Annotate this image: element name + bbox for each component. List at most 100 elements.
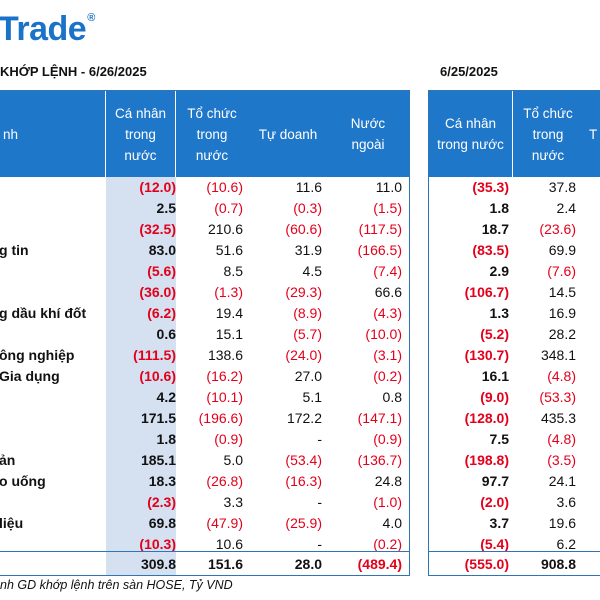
value-cell: (10.3) — [139, 536, 176, 552]
value-cell: (3.1) — [373, 347, 402, 363]
value-cell: (4.8) — [547, 368, 576, 384]
value-cell: (4.3) — [373, 305, 402, 321]
value-cell: - — [317, 494, 322, 510]
table-row: 2.9 (7.6) — [429, 261, 600, 282]
value-cell: 3.3 — [223, 494, 243, 510]
value-cell: (29.3) — [285, 284, 322, 300]
value-cell: 14.5 — [548, 284, 576, 300]
value-cell: (106.7) — [464, 284, 509, 300]
value-cell: - — [317, 536, 322, 552]
table-row: 97.7 24.1 — [429, 471, 600, 492]
value-cell: (5.4) — [480, 536, 509, 552]
table-row: (5.6) 8.5 4.5 (7.4) — [0, 261, 409, 282]
table-row: ông nghiệp (111.5) 138.6 (24.0) (3.1) — [0, 345, 409, 366]
value-cell: 2.9 — [489, 263, 509, 279]
table-row: 4.2 (10.1) 5.1 0.8 — [0, 387, 409, 408]
sector-label: g tin — [0, 242, 29, 258]
col-header-foreign: Nước ngoài — [350, 116, 386, 152]
table-row: (5.2) 28.2 — [429, 324, 600, 345]
value-cell: (32.5) — [139, 221, 176, 237]
company-logo: Trade® — [0, 10, 95, 48]
value-cell: (166.5) — [357, 242, 402, 258]
table-row: (128.0) 435.3 — [429, 408, 600, 429]
value-cell: 24.8 — [374, 473, 402, 489]
sector-label — [0, 219, 104, 240]
table-row: (35.3) 37.8 — [429, 177, 600, 198]
value-cell: (60.6) — [285, 221, 322, 237]
total-foreign: (489.4) — [357, 556, 402, 572]
value-cell: (24.0) — [285, 347, 322, 363]
value-cell: 2.5 — [156, 200, 176, 216]
sector-label — [0, 177, 104, 198]
table-row: (2.3) 3.3 - (1.0) — [0, 492, 409, 513]
value-cell: (10.1) — [206, 389, 243, 405]
value-cell: (5.6) — [147, 263, 176, 279]
table-row: 1.8 2.4 — [429, 198, 600, 219]
col-header-individual: Cá nhân trong nước — [106, 91, 176, 177]
value-cell: 11.0 — [375, 179, 402, 195]
total-individual: 309.8 — [140, 556, 176, 572]
sector-label: ản — [0, 452, 16, 468]
table-row: 171.5 (196.6) 172.2 (147.1) — [0, 408, 409, 429]
col-header-cut: T — [589, 126, 598, 142]
table-row: (2.0) 3.6 — [429, 492, 600, 513]
value-cell: (35.3) — [472, 179, 509, 195]
value-cell: 4.5 — [302, 263, 322, 279]
value-cell: 18.3 — [148, 473, 176, 489]
trading-table-left: nh Cá nhân trong nước Tổ chức trong nước… — [0, 90, 410, 576]
value-cell: (2.0) — [480, 494, 509, 510]
value-cell: 19.6 — [548, 515, 576, 531]
sector-label — [0, 429, 104, 450]
value-cell: 24.1 — [548, 473, 576, 489]
table-row: 1.8 (0.9) - (0.9) — [0, 429, 409, 450]
sector-label — [0, 324, 104, 345]
col-header-proprietary: Tự doanh — [258, 126, 318, 142]
value-cell: (1.0) — [373, 494, 402, 510]
total-proprietary: 28.0 — [294, 556, 322, 572]
footnote: nh GD khớp lệnh trên sàn HOSE, Tỷ VND — [0, 578, 233, 592]
value-cell: (1.5) — [373, 200, 402, 216]
sector-label: g dầu khí đốt — [0, 305, 87, 321]
sector-label — [0, 387, 104, 408]
total-row: 309.8 151.6 28.0 (489.4) — [0, 551, 409, 575]
value-cell: 19.4 — [215, 305, 243, 321]
value-cell: (2.3) — [147, 494, 176, 510]
value-cell: 66.6 — [374, 284, 402, 300]
value-cell: 16.1 — [481, 368, 509, 384]
value-cell: 210.6 — [207, 221, 243, 237]
total-row-right: (555.0) 908.8 — [429, 551, 600, 575]
value-cell: (7.4) — [373, 263, 402, 279]
value-cell: 27.0 — [294, 368, 322, 384]
table-row: 2.5 (0.7) (0.3) (1.5) — [0, 198, 409, 219]
value-cell: (26.8) — [206, 473, 243, 489]
table-row: (130.7) 348.1 — [429, 345, 600, 366]
value-cell: (4.8) — [547, 431, 576, 447]
table-row: 7.5 (4.8) — [429, 429, 600, 450]
value-cell: 6.2 — [556, 536, 576, 552]
sector-label — [0, 408, 104, 429]
value-cell: (136.7) — [357, 452, 402, 468]
col-header-individual-prev: Cá nhân trong nước — [429, 91, 513, 177]
table-header: nh Cá nhân trong nước Tổ chức trong nước… — [0, 91, 409, 177]
value-cell: 435.3 — [540, 410, 576, 426]
value-cell: 10.6 — [215, 536, 243, 552]
value-cell: 69.9 — [548, 242, 576, 258]
value-cell: 97.7 — [481, 473, 509, 489]
sector-label — [0, 198, 104, 219]
value-cell: (10.6) — [206, 179, 243, 195]
value-cell: (130.7) — [464, 347, 509, 363]
value-cell: (16.2) — [206, 368, 243, 384]
value-cell: 3.6 — [556, 494, 576, 510]
value-cell: (8.9) — [293, 305, 322, 321]
table-row: Gia dụng (10.6) (16.2) 27.0 (0.2) — [0, 366, 409, 387]
trading-table-right: Cá nhân trong nước Tổ chức trong nước T … — [428, 90, 600, 576]
col-header-sector: nh — [0, 91, 106, 177]
total-institution-prev: 908.8 — [540, 556, 576, 572]
value-cell: 172.2 — [286, 410, 322, 426]
value-cell: (0.7) — [214, 200, 243, 216]
highlight-column — [106, 177, 176, 575]
table-row: 0.6 15.1 (5.7) (10.0) — [0, 324, 409, 345]
col-header-institution: Tổ chức trong nước — [187, 105, 237, 163]
value-cell: (5.7) — [293, 326, 322, 342]
sector-label — [0, 492, 104, 513]
